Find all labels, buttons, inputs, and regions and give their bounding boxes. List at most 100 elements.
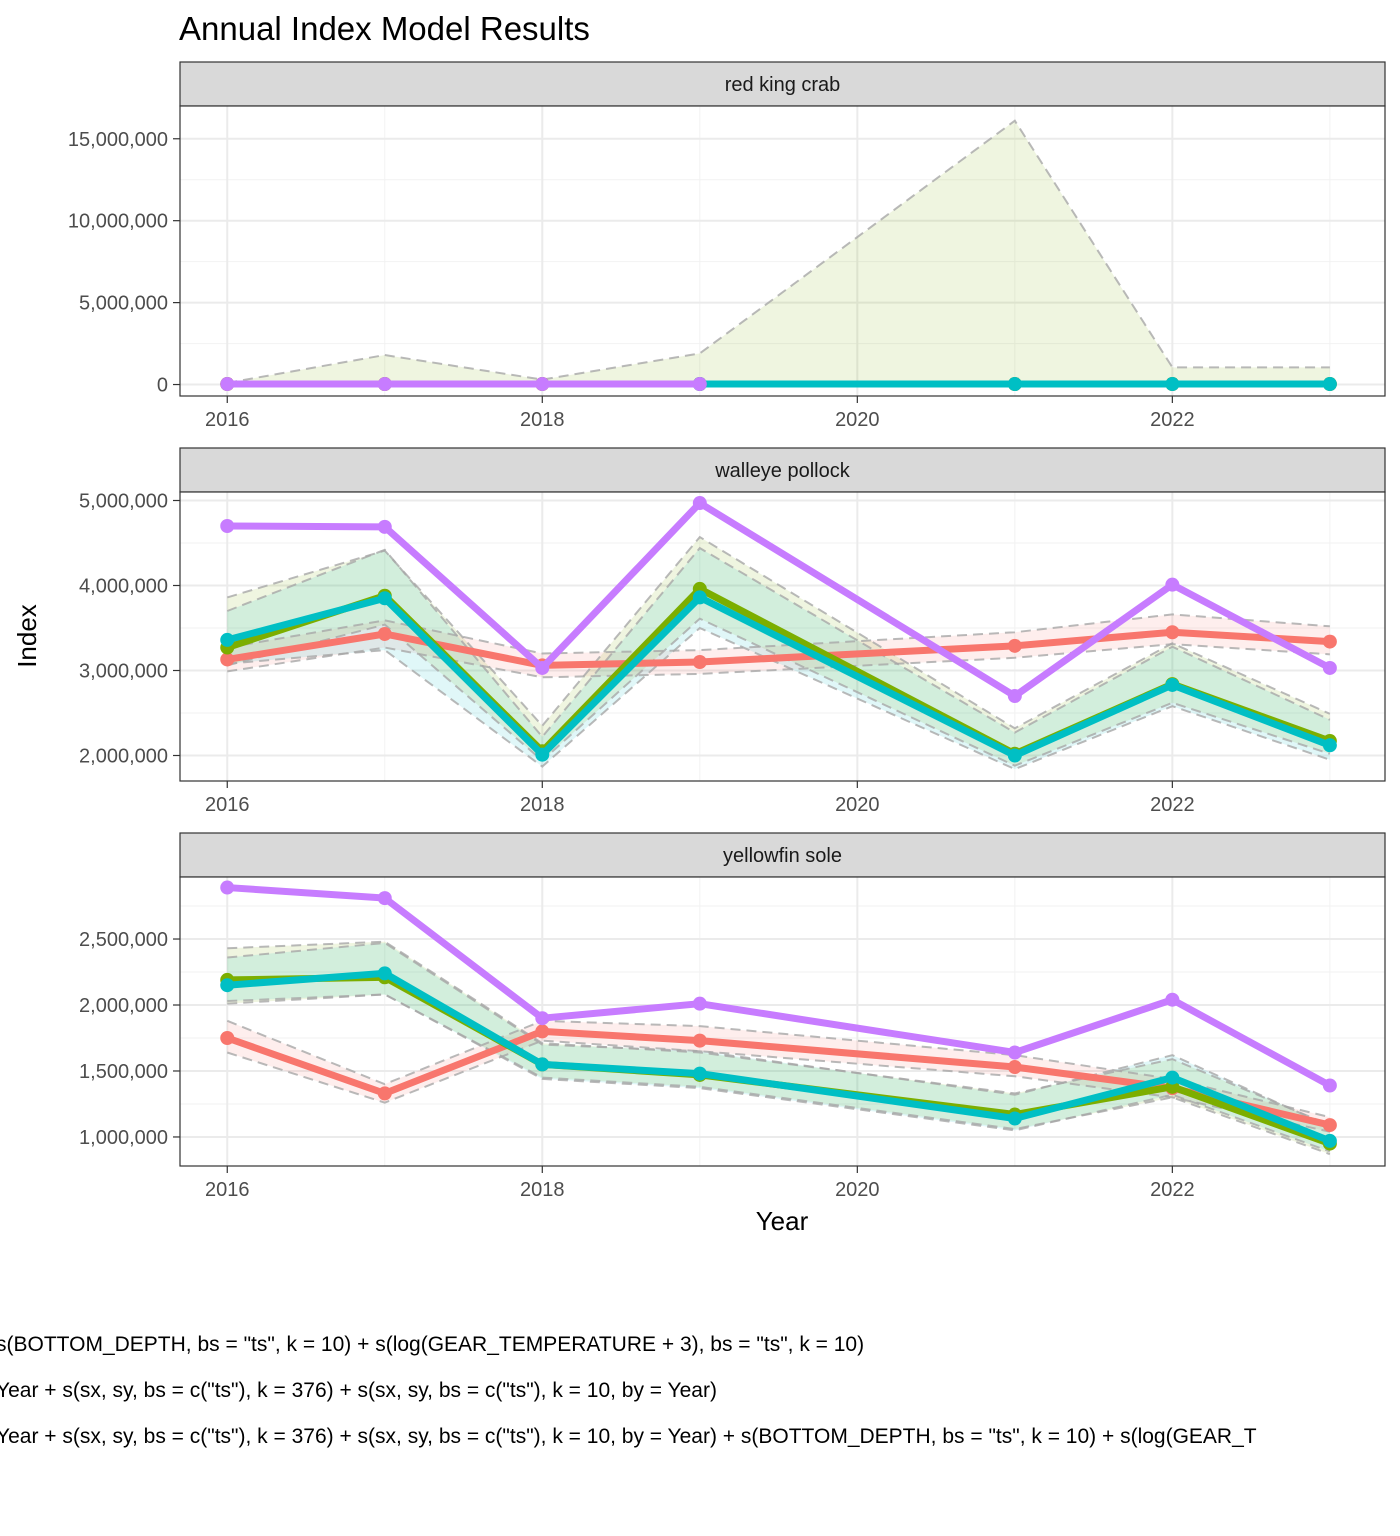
facet-strip [179, 832, 1386, 878]
data-point [1322, 738, 1337, 753]
data-point [1007, 1060, 1022, 1075]
x-tick-label: 2022 [1150, 409, 1195, 431]
ribbon-bound-upper [227, 941, 1331, 1128]
panel-0: red king crab 0 5,000,000 10,000,000 15,000,… [68, 61, 1386, 431]
data-point [535, 660, 550, 675]
plot-background [180, 106, 1385, 396]
confidence-ribbon [227, 942, 1330, 1152]
ribbon-bound-lower [227, 626, 1331, 771]
data-point [692, 590, 707, 605]
panel-border [179, 876, 1386, 1167]
data-point [535, 377, 550, 392]
data-point [220, 978, 235, 993]
x-tick-label: 2022 [1150, 1179, 1195, 1201]
data-point [377, 377, 392, 392]
facet-strip [179, 447, 1386, 493]
x-tick-label: 2020 [835, 1179, 880, 1201]
data-point [1322, 1118, 1337, 1133]
confidence-ribbon [227, 941, 1330, 1155]
data-point [1165, 577, 1180, 592]
y-tick-label: 4,000,000 [79, 576, 168, 598]
ribbon-bound-lower [226, 1039, 1331, 1133]
x-tick-label: 2016 [205, 409, 250, 431]
data-point [1007, 1045, 1022, 1060]
panel-border [179, 491, 1386, 782]
y-tick-label: 2,000,000 [79, 995, 168, 1017]
data-point [535, 1024, 550, 1039]
data-point [1165, 992, 1180, 1007]
y-tick-label: 2,000,000 [79, 746, 168, 768]
ribbon-bound-lower [227, 617, 1331, 767]
ribbon-bound-upper [226, 546, 1331, 739]
y-tick-label: 3,000,000 [79, 661, 168, 683]
data-point [1322, 1078, 1337, 1093]
facet-strip-label: red king crab [725, 74, 841, 96]
data-point [535, 1057, 550, 1072]
x-tick-label: 2018 [520, 1179, 565, 1201]
x-axis-label: Year [756, 1206, 809, 1236]
confidence-ribbon [227, 120, 1330, 385]
y-tick-label: 5,000,000 [79, 293, 168, 315]
data-point [692, 1033, 707, 1048]
data-point [1007, 638, 1022, 653]
data-point [220, 377, 235, 392]
data-point [1322, 660, 1337, 675]
y-tick-label: 0 [157, 375, 168, 397]
data-point [220, 632, 235, 647]
data-point [1322, 1133, 1337, 1148]
facet-strip [179, 61, 1386, 107]
y-tick-label: 2,500,000 [79, 929, 168, 951]
panel-border [179, 105, 1386, 397]
data-point [377, 519, 392, 534]
x-tick-label: 2016 [205, 1179, 250, 1201]
facet-strip-label: yellowfin sole [723, 845, 842, 867]
y-tick-label: 1,000,000 [79, 1127, 168, 1149]
data-point [1165, 677, 1180, 692]
chart-title: Annual Index Model Results [179, 10, 590, 47]
data-point [1165, 377, 1180, 392]
y-tick-label: 5,000,000 [79, 491, 168, 513]
data-point [377, 891, 392, 906]
data-point [1165, 1070, 1180, 1085]
data-point [692, 496, 707, 511]
ribbon-bound-upper [227, 613, 1330, 655]
data-point [1322, 634, 1337, 649]
confidence-ribbon [227, 614, 1330, 678]
data-point [692, 996, 707, 1011]
data-point [220, 880, 235, 895]
x-tick-label: 2022 [1150, 794, 1195, 816]
data-point [535, 747, 550, 762]
data-point [692, 655, 707, 669]
data-point [1165, 625, 1180, 640]
facet-strip-label: walleye pollock [714, 460, 851, 482]
y-axis-label: Index [12, 604, 42, 668]
data-point [692, 377, 707, 392]
x-tick-label: 2020 [835, 794, 880, 816]
data-point [220, 1030, 235, 1045]
y-tick-label: 15,000,000 [68, 129, 168, 151]
x-tick-label: 2016 [205, 794, 250, 816]
x-tick-label: 2018 [520, 794, 565, 816]
data-point [377, 591, 392, 606]
ribbon-bound-upper [227, 940, 1331, 1127]
x-tick-label: 2018 [520, 409, 565, 431]
data-point [1007, 1111, 1022, 1126]
data-point [377, 966, 392, 981]
y-tick-label: 10,000,000 [68, 211, 168, 233]
facet-panels: red king crab 0 5,000,000 10,000,000 15,000,… [68, 61, 1386, 1201]
data-point [1007, 748, 1022, 763]
y-tick-label: 1,500,000 [79, 1061, 168, 1083]
data-point [1322, 377, 1337, 392]
data-point [220, 519, 235, 533]
ribbon-bound-upper [226, 1019, 1331, 1119]
plot-background [180, 877, 1385, 1166]
data-point [535, 1011, 550, 1026]
panel-2: yellowfin sole 1,000,000 1,500,000 2,000,00… [79, 832, 1386, 1201]
data-point [1007, 689, 1022, 703]
data-point [220, 652, 235, 667]
x-tick-label: 2020 [835, 409, 880, 431]
panel-1: walleye pollock 2,000,000 3,000,000 4,000,0… [79, 447, 1386, 816]
data-point [692, 1066, 707, 1081]
data-point [377, 626, 392, 641]
